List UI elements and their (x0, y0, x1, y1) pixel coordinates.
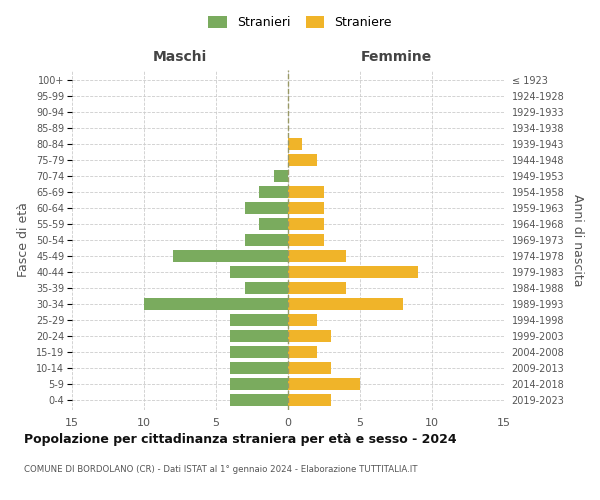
Bar (288, 362, 331, 374)
Bar (245, 202, 288, 214)
Text: COMUNE DI BORDOLANO (CR) - Dati ISTAT al 1° gennaio 2024 - Elaborazione TUTTITAL: COMUNE DI BORDOLANO (CR) - Dati ISTAT al… (24, 466, 418, 474)
Bar (230, 346, 288, 358)
Bar (288, 154, 317, 166)
Bar (288, 314, 317, 326)
Bar (288, 234, 324, 246)
Bar (259, 186, 288, 198)
Bar (230, 330, 288, 342)
Bar (230, 266, 288, 278)
Text: Maschi: Maschi (153, 50, 207, 64)
Bar (288, 186, 324, 198)
Bar (288, 202, 324, 214)
Y-axis label: Fasce di età: Fasce di età (17, 202, 31, 278)
Y-axis label: Anni di nascita: Anni di nascita (571, 194, 584, 286)
Bar (288, 218, 324, 230)
Bar (288, 250, 346, 262)
Bar (144, 298, 288, 310)
Bar (230, 362, 288, 374)
Bar (274, 170, 288, 182)
Bar (173, 250, 288, 262)
Bar (230, 314, 288, 326)
Legend: Stranieri, Straniere: Stranieri, Straniere (203, 11, 397, 34)
Text: Popolazione per cittadinanza straniera per età e sesso - 2024: Popolazione per cittadinanza straniera p… (24, 432, 457, 446)
Bar (288, 282, 346, 294)
Text: Femmine: Femmine (361, 50, 431, 64)
Bar (288, 346, 317, 358)
Bar (245, 282, 288, 294)
Bar (288, 394, 331, 406)
Bar (230, 378, 288, 390)
Bar (288, 266, 418, 278)
Bar (288, 138, 302, 150)
Bar (259, 218, 288, 230)
Bar (288, 298, 403, 310)
Bar (288, 378, 360, 390)
Bar (288, 330, 331, 342)
Bar (230, 394, 288, 406)
Bar (245, 234, 288, 246)
